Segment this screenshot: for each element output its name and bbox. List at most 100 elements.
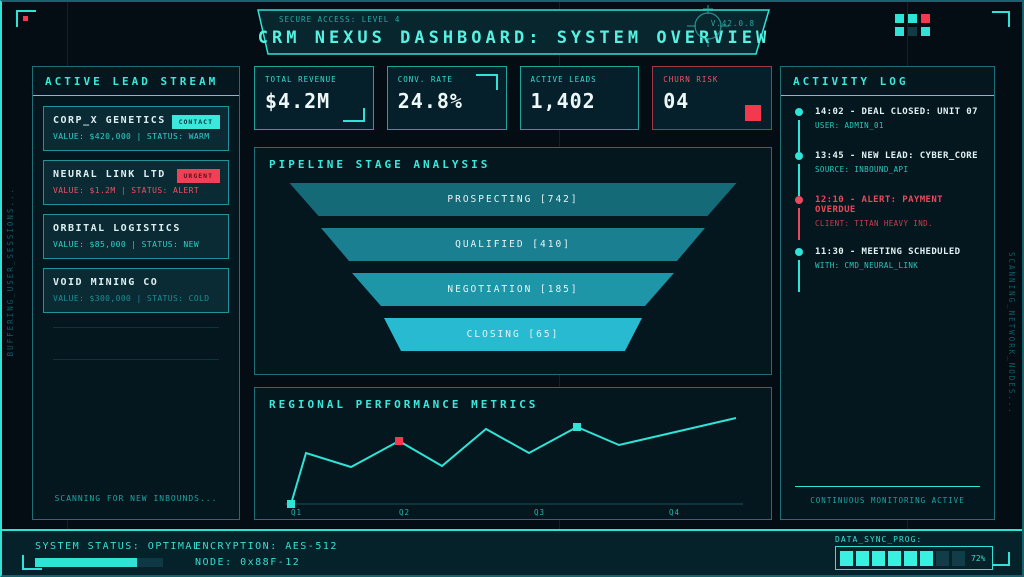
lead-name: NEURAL LINK LTD — [53, 169, 166, 180]
sync-percent: 72% — [971, 553, 986, 563]
title-plate-outline — [257, 9, 771, 55]
lead-card[interactable]: NEURAL LINK LTD URGENT VALUE: $1.2M | ST… — [43, 160, 229, 205]
lead-details: VALUE: $420,000 | STATUS: WARM — [53, 132, 210, 141]
monitoring-status: CONTINUOUS MONITORING ACTIVE — [810, 496, 965, 505]
activity-entry-detail: SOURCE: INBOUND_API — [815, 165, 909, 174]
activity-entry-detail: USER: ADMIN_01 — [815, 121, 884, 130]
data-sync-label: DATA_SYNC_PROG: — [835, 535, 923, 544]
pipeline-title: PIPELINE STAGE ANALYSIS — [269, 158, 491, 171]
timeline-line — [798, 260, 800, 292]
activity-entry-detail: CLIENT: TITAN HEAVY IND. — [815, 219, 933, 228]
regional-title: REGIONAL PERFORMANCE METRICS — [269, 398, 539, 411]
lead-details: VALUE: $300,000 | STATUS: COLD — [53, 294, 210, 303]
pipeline-panel: PIPELINE STAGE ANALYSIS PROSPECTING [742… — [254, 147, 772, 375]
metric-card-conv-rate: CONV. RATE 24.8% — [386, 66, 507, 130]
lead-name: VOID MINING CO — [53, 277, 159, 288]
sync-segment-on — [872, 550, 885, 566]
secure-access-label: SECURE ACCESS: LEVEL 4 — [279, 15, 401, 24]
lead-card[interactable]: ORBITAL LOGISTICS VALUE: $85,000 | STATU… — [43, 214, 229, 259]
lead-card[interactable]: VOID MINING CO VALUE: $300,000 | STATUS:… — [43, 268, 229, 313]
sync-segment-off — [952, 550, 965, 566]
metric-card-churn-risk: CHURN RISK 04 — [652, 66, 772, 130]
status-grid-icon — [895, 14, 930, 36]
corner-bracket-icon — [475, 74, 498, 90]
lead-list: CORP_X GENETICS CONTACT VALUE: $420,000 … — [33, 96, 239, 360]
sync-segment-on — [904, 550, 917, 566]
pipeline-funnel: PROSPECTING [742] QUALIFIED [410] NEGOTI… — [255, 183, 771, 351]
chart-marker — [287, 500, 295, 508]
regional-performance-panel: REGIONAL PERFORMANCE METRICS Q1 Q2 Q3 Q4 — [254, 387, 772, 520]
timeline-dot-icon — [795, 196, 803, 204]
node-label: NODE: 0x88F-12 — [195, 557, 301, 568]
activity-entry: 14:02 - DEAL CLOSED: UNIT 07 USER: ADMIN… — [795, 107, 984, 152]
metric-label: ACTIVE LEADS — [530, 75, 597, 84]
timeline-dot-icon — [795, 248, 803, 256]
encryption-label: ENCRYPTION: AES-512 — [195, 541, 338, 552]
risk-indicator-square — [745, 105, 761, 121]
activity-entry-alert: 12:10 - ALERT: PAYMENT OVERDUE CLIENT: T… — [795, 195, 984, 240]
sync-segment-off — [936, 550, 949, 566]
timeline-dot-icon — [795, 108, 803, 116]
timeline-line — [798, 164, 800, 196]
lead-name: ORBITAL LOGISTICS — [53, 223, 181, 234]
active-lead-stream-panel: ACTIVE LEAD STREAM CORP_X GENETICS CONTA… — [32, 66, 240, 520]
corner-bracket-icon — [342, 108, 365, 122]
scanning-status: SCANNING FOR NEW INBOUNDS... — [54, 494, 218, 503]
chart-marker — [395, 437, 403, 445]
activity-entry-title: 11:30 - MEETING SCHEDULED — [815, 247, 961, 257]
funnel-stage-qualified: QUALIFIED [410] — [321, 228, 705, 261]
chart-tick-label: Q3 — [534, 508, 545, 516]
chart-tick-label: Q4 — [669, 508, 680, 516]
divider — [795, 486, 980, 487]
lead-details: VALUE: $1.2M | STATUS: ALERT — [53, 186, 200, 195]
corner-bracket-bottom-left-icon — [22, 555, 42, 570]
funnel-stage-prospecting: PROSPECTING [742] — [290, 183, 737, 216]
performance-line-chart: Q1 Q2 Q3 Q4 — [285, 417, 743, 516]
timeline-line — [798, 120, 800, 152]
crosshair-icon — [687, 5, 729, 47]
metric-value: 24.8% — [397, 89, 463, 113]
page-title: CRM NEXUS DASHBOARD: SYSTEM OVERVIEW — [257, 28, 771, 48]
system-status-label: SYSTEM STATUS: OPTIMAL — [35, 541, 201, 552]
metric-value: $4.2M — [265, 89, 331, 113]
empty-lead-slot — [53, 359, 219, 360]
activity-entry: 11:30 - MEETING SCHEDULED WITH: CMD_NEUR… — [795, 247, 984, 292]
metric-card-active-leads: ACTIVE LEADS 1,402 — [519, 66, 640, 130]
metric-label: CONV. RATE — [397, 75, 453, 84]
lead-card[interactable]: CORP_X GENETICS CONTACT VALUE: $420,000 … — [43, 106, 229, 151]
funnel-stage-closing: CLOSING [65] — [384, 318, 642, 351]
contact-badge[interactable]: CONTACT — [171, 115, 220, 129]
corner-bracket-top-right-icon — [992, 11, 1010, 27]
activity-log-panel: ACTIVITY LOG 14:02 - DEAL CLOSED: UNIT 0… — [780, 66, 995, 520]
metric-card-total-revenue: TOTAL REVENUE $4.2M — [254, 66, 374, 130]
status-grid-cell — [895, 14, 904, 23]
metric-label: TOTAL REVENUE — [265, 75, 337, 84]
corner-bracket-bottom-right-icon — [993, 552, 1010, 566]
timeline-line — [798, 208, 800, 240]
data-sync-progressbar: 72% — [835, 546, 993, 570]
metric-value: 1,402 — [530, 89, 596, 113]
corner-bracket-top-left-icon — [16, 10, 36, 27]
sync-segment-on — [920, 550, 933, 566]
chart-marker — [573, 423, 581, 431]
status-grid-cell-red — [921, 14, 930, 23]
status-grid-cell — [908, 14, 917, 23]
chart-tick-label: Q1 — [291, 508, 302, 516]
metric-value: 04 — [663, 89, 690, 113]
activity-entry-title: 13:45 - NEW LEAD: CYBER_CORE — [815, 151, 978, 161]
sync-segment-on — [840, 550, 853, 566]
timeline-dot-icon — [795, 152, 803, 160]
status-grid-cell-dark — [908, 27, 917, 36]
header-title-plate: SECURE ACCESS: LEVEL 4 CRM NEXUS DASHBOA… — [257, 5, 771, 55]
red-indicator-dot — [23, 16, 28, 21]
lead-name: CORP_X GENETICS — [53, 115, 166, 126]
empty-lead-slot — [53, 327, 219, 328]
activity-entries: 14:02 - DEAL CLOSED: UNIT 07 USER: ADMIN… — [781, 96, 994, 292]
edge-status-right: SCANNING_NETWORK_NODES... — [1007, 252, 1016, 415]
lead-details: VALUE: $85,000 | STATUS: NEW — [53, 240, 200, 249]
funnel-stage-negotiation: NEGOTIATION [185] — [352, 273, 674, 306]
metric-cards-row: TOTAL REVENUE $4.2M CONV. RATE 24.8% ACT… — [254, 66, 772, 130]
metric-label: CHURN RISK — [663, 75, 719, 84]
status-bar: SYSTEM STATUS: OPTIMAL ENCRYPTION: AES-5… — [2, 529, 1022, 575]
